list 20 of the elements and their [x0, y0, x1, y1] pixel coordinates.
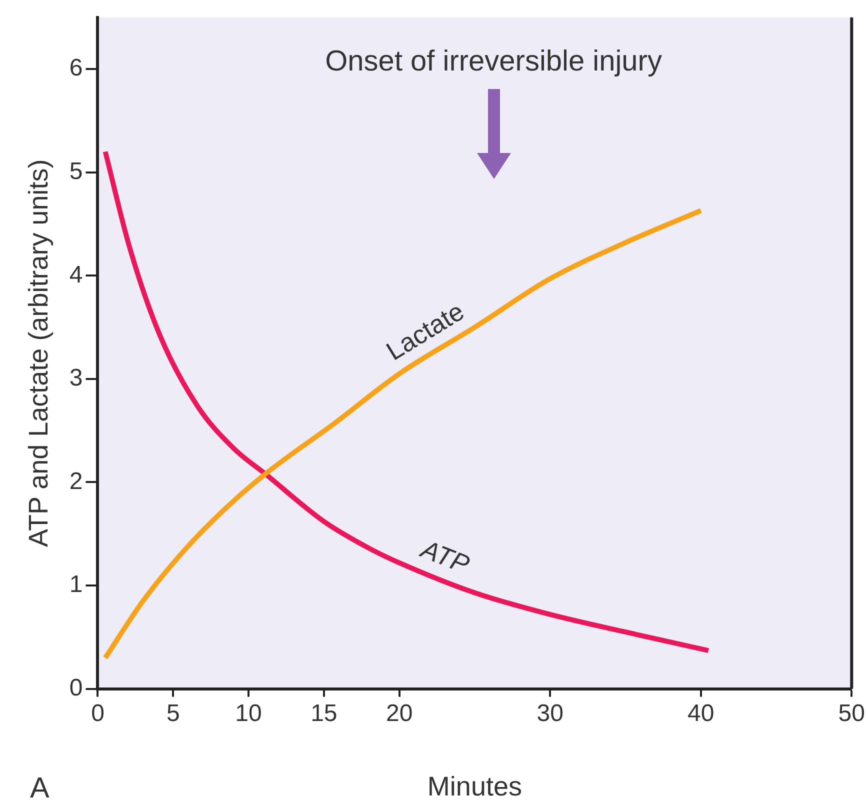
x-tick-label: 50 — [838, 700, 866, 727]
x-tick-label: 0 — [91, 700, 104, 727]
x-tick-label: 5 — [166, 700, 180, 727]
text: A — [30, 772, 50, 804]
annotation: Onset of irreversible injury — [325, 45, 662, 78]
y-tick-label: 6 — [69, 54, 83, 82]
y-tick-label: 2 — [69, 468, 83, 495]
y-axis-title: ATP and Lactate (arbitrary units) — [24, 159, 54, 547]
x-axis-title: Minutes — [427, 771, 522, 802]
x-tick-label: 30 — [536, 700, 564, 727]
x-tick-label: 40 — [688, 700, 714, 727]
text: ATP — [415, 532, 474, 580]
x-tick-label: 10 — [235, 700, 262, 727]
x-tick-label: 15 — [310, 700, 338, 727]
y-tick-label: 0 — [69, 674, 83, 702]
y-tick-label: 1 — [69, 571, 83, 598]
x-tick-label: 20 — [386, 700, 413, 727]
y-tick-label: 5 — [69, 158, 83, 185]
y-tick-label: 4 — [69, 261, 83, 288]
y-tick-label: 3 — [69, 364, 83, 392]
